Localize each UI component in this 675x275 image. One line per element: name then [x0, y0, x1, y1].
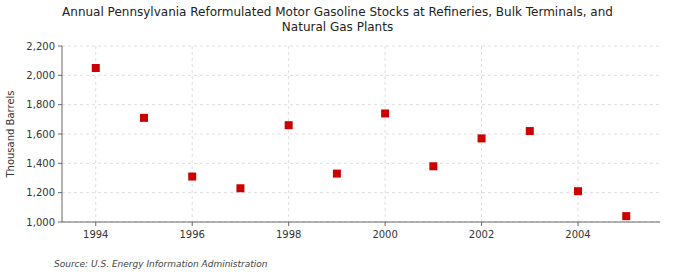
point: [574, 187, 582, 195]
tick-label: 1998: [276, 229, 301, 240]
tick-label: 2002: [469, 229, 494, 240]
point: [429, 162, 437, 170]
point: [236, 184, 244, 192]
point: [140, 114, 148, 122]
grid-line: [62, 104, 660, 105]
tick-mark: [58, 163, 62, 164]
tick-label: 2004: [565, 229, 590, 240]
tick-mark: [578, 222, 579, 226]
x-axis-line: [62, 222, 660, 223]
tick-label: 1,400: [26, 158, 55, 169]
grid-line: [192, 46, 193, 222]
title-line: Annual Pennsylvania Reformulated Motor G…: [62, 5, 613, 19]
grid-line: [385, 46, 386, 222]
title: Annual Pennsylvania Reformulated Motor G…: [62, 5, 613, 34]
tick-mark: [385, 222, 386, 226]
tick-label: 1994: [83, 229, 108, 240]
grid-line: [62, 192, 660, 193]
tick-mark: [95, 222, 96, 226]
tick-mark: [58, 192, 62, 193]
grid-line: [62, 75, 660, 76]
tick-mark: [58, 75, 62, 76]
grid-line: [62, 134, 660, 135]
point: [333, 170, 341, 178]
point: [478, 134, 486, 142]
tick-mark: [58, 134, 62, 135]
grid-line: [578, 46, 579, 222]
point: [526, 127, 534, 135]
tick-mark: [192, 222, 193, 226]
grid-line: [62, 222, 660, 223]
tick-mark: [58, 46, 62, 47]
grid-line: [481, 46, 482, 222]
tick-label: 1,800: [26, 99, 55, 110]
tick-label: 2,000: [26, 70, 55, 81]
y-axis-label: Thousand Barrels: [5, 90, 16, 178]
point: [285, 121, 293, 129]
chart: Annual Pennsylvania Reformulated Motor G…: [0, 0, 675, 275]
point: [188, 173, 196, 181]
tick-label: 1,000: [26, 217, 55, 228]
tick-label: 1,600: [26, 129, 55, 140]
source: Source: U.S. Energy Information Administ…: [54, 259, 268, 269]
tick-label: 1996: [179, 229, 204, 240]
title-line: Natural Gas Plants: [282, 20, 393, 34]
tick-mark: [288, 222, 289, 226]
tick-mark: [58, 222, 62, 223]
point: [92, 64, 100, 72]
tick-label: 1,200: [26, 187, 55, 198]
tick-mark: [58, 104, 62, 105]
y-axis-line: [62, 46, 63, 222]
point: [381, 109, 389, 117]
grid-line: [62, 163, 660, 164]
tick-label: 2000: [372, 229, 397, 240]
grid-line: [288, 46, 289, 222]
point: [622, 212, 630, 220]
tick-mark: [481, 222, 482, 226]
grid-line: [62, 46, 660, 47]
points: [92, 64, 630, 220]
grid-line: [95, 46, 96, 222]
tick-label: 2,200: [26, 41, 55, 52]
